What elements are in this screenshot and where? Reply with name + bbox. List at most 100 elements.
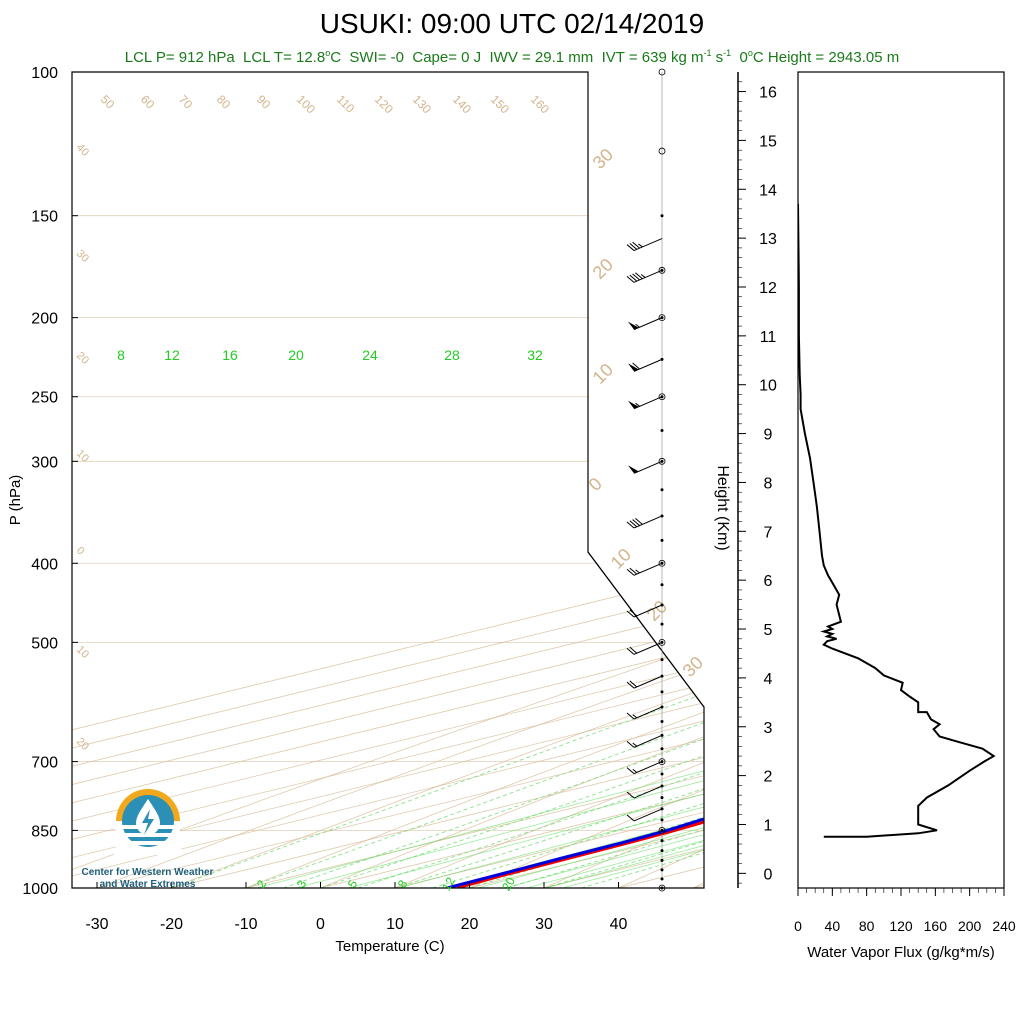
barb-level-dot — [660, 877, 664, 881]
barb-pennant — [628, 400, 639, 409]
isotherm-label: 30 — [679, 653, 707, 681]
dry-adiabat-label: 60 — [138, 92, 158, 112]
barb-flag — [629, 609, 638, 617]
barb-staff — [633, 641, 663, 655]
barb-staff — [633, 604, 663, 618]
barb-level-dot — [660, 747, 664, 751]
ivt-exponent-1: -1 — [703, 48, 712, 58]
barb-flag — [626, 647, 635, 655]
mixing-ratio-line — [256, 366, 704, 888]
isotherm-label: 20 — [589, 255, 617, 283]
height-tick-label: 7 — [764, 524, 773, 541]
mixing-ratio-line — [477, 366, 704, 888]
barb-level-dot — [660, 538, 664, 542]
cape-value: Cape= 0 J — [412, 49, 482, 66]
y-tick-label: 300 — [31, 454, 58, 471]
dry-adiabat — [505, 72, 704, 888]
dry-adiabat-label: 50 — [98, 92, 118, 112]
mixing-ratio-line — [562, 366, 704, 888]
mixing-ratio-label: 8 — [117, 347, 125, 363]
barb-flag — [635, 517, 643, 525]
lcl-temperature-unit: C — [330, 49, 342, 66]
calm-circle — [658, 393, 666, 401]
x-tick-label: -10 — [234, 916, 257, 933]
lcl-pressure: LCL P= 912 hPa — [124, 49, 235, 66]
barb-level-dot — [660, 658, 664, 662]
barb-flag — [626, 521, 635, 529]
isotherm-label: 20 — [643, 597, 671, 625]
dry-adiabat-label: 80 — [214, 92, 234, 112]
dry-adiabat — [72, 72, 704, 888]
isotherm — [768, 72, 1024, 888]
freezing-level-height: C Height = 2943.05 m — [752, 49, 900, 66]
barb-flag — [626, 767, 635, 774]
calm-circle — [658, 314, 666, 322]
hodograph-boundary — [587, 551, 705, 708]
barb-staff — [633, 515, 663, 529]
barb-flag — [632, 273, 640, 281]
moist-adiabat — [543, 317, 704, 888]
mixing-ratio-line — [348, 366, 704, 888]
barb-flag — [629, 646, 638, 654]
dry-adiabat-label: 140 — [450, 92, 474, 116]
moist-adiabat — [469, 317, 704, 888]
height-tick-label: 3 — [764, 720, 773, 737]
mixing-ratio-label: 24 — [362, 347, 378, 363]
mixing-ratio-label: 16 — [222, 347, 238, 363]
calm-circle — [658, 266, 666, 274]
barb-half-flag — [638, 243, 643, 248]
barb-flag — [626, 791, 635, 799]
height-tick-label: 9 — [764, 427, 773, 444]
ivt-exponent-2: -1 — [723, 48, 732, 58]
mixing-ratio-line — [545, 366, 704, 888]
barb-flag — [632, 241, 640, 249]
barb-staff — [633, 460, 663, 474]
dry-adiabat-label: 130 — [410, 92, 434, 116]
barb-half-flag — [632, 742, 638, 747]
barb-level-dot — [660, 796, 664, 800]
dry-adiabat — [883, 72, 1024, 905]
height-tick-label: 8 — [764, 475, 773, 492]
swi-value: SWI= -0 — [349, 49, 405, 66]
freezing-level-zero: 0 — [739, 49, 748, 66]
barb-flag — [632, 519, 640, 526]
calm-circle — [658, 884, 666, 892]
page-title: USUKI: 09:00 UTC 02/14/2019 — [319, 8, 705, 39]
dry-adiabat-label: 10 — [74, 644, 91, 661]
isotherm-label: 30 — [589, 145, 617, 173]
moist-adiabat — [506, 317, 704, 888]
background-lines — [72, 72, 1024, 905]
isotherm — [543, 72, 704, 888]
barb-level-dot — [660, 719, 664, 723]
lcl-temperature: LCL T= 12.8 — [243, 49, 326, 66]
logo-org-line1: Center for Western Weather — [81, 867, 214, 878]
moist-adiabat — [171, 317, 704, 888]
barb-staff — [633, 675, 663, 689]
flux-x-tick-label: 240 — [992, 918, 1016, 934]
y-tick-label: 500 — [31, 635, 58, 652]
x-tick-label: 30 — [535, 916, 553, 933]
mixing-ratio-label: 12 — [439, 874, 458, 893]
barb-pennant — [628, 465, 639, 474]
isotherm — [72, 72, 704, 888]
height-tick-label: 15 — [759, 133, 777, 150]
y-tick-label: 100 — [31, 65, 58, 82]
x-tick-label: 20 — [461, 916, 479, 933]
barb-level-dot — [660, 583, 664, 587]
y-tick-label: 150 — [31, 209, 58, 226]
flux-x-tick-label: 160 — [924, 918, 948, 934]
barb-half-flag — [632, 769, 638, 773]
x-tick-label: 10 — [386, 916, 404, 933]
mixing-ratio-label: 20 — [499, 874, 518, 893]
barb-flag — [629, 274, 638, 282]
flux-x-tick-label: 120 — [889, 918, 913, 934]
barb-level-dot — [660, 858, 664, 862]
barb-staff — [633, 562, 663, 576]
height-tick-label: 0 — [764, 866, 773, 883]
barb-half-flag — [635, 323, 640, 328]
mixing-ratio-label: 20 — [288, 347, 304, 363]
y-tick-label: 850 — [31, 823, 58, 840]
barb-half-flag — [632, 714, 638, 719]
isotherm — [72, 72, 704, 888]
moist-adiabat — [283, 317, 704, 888]
